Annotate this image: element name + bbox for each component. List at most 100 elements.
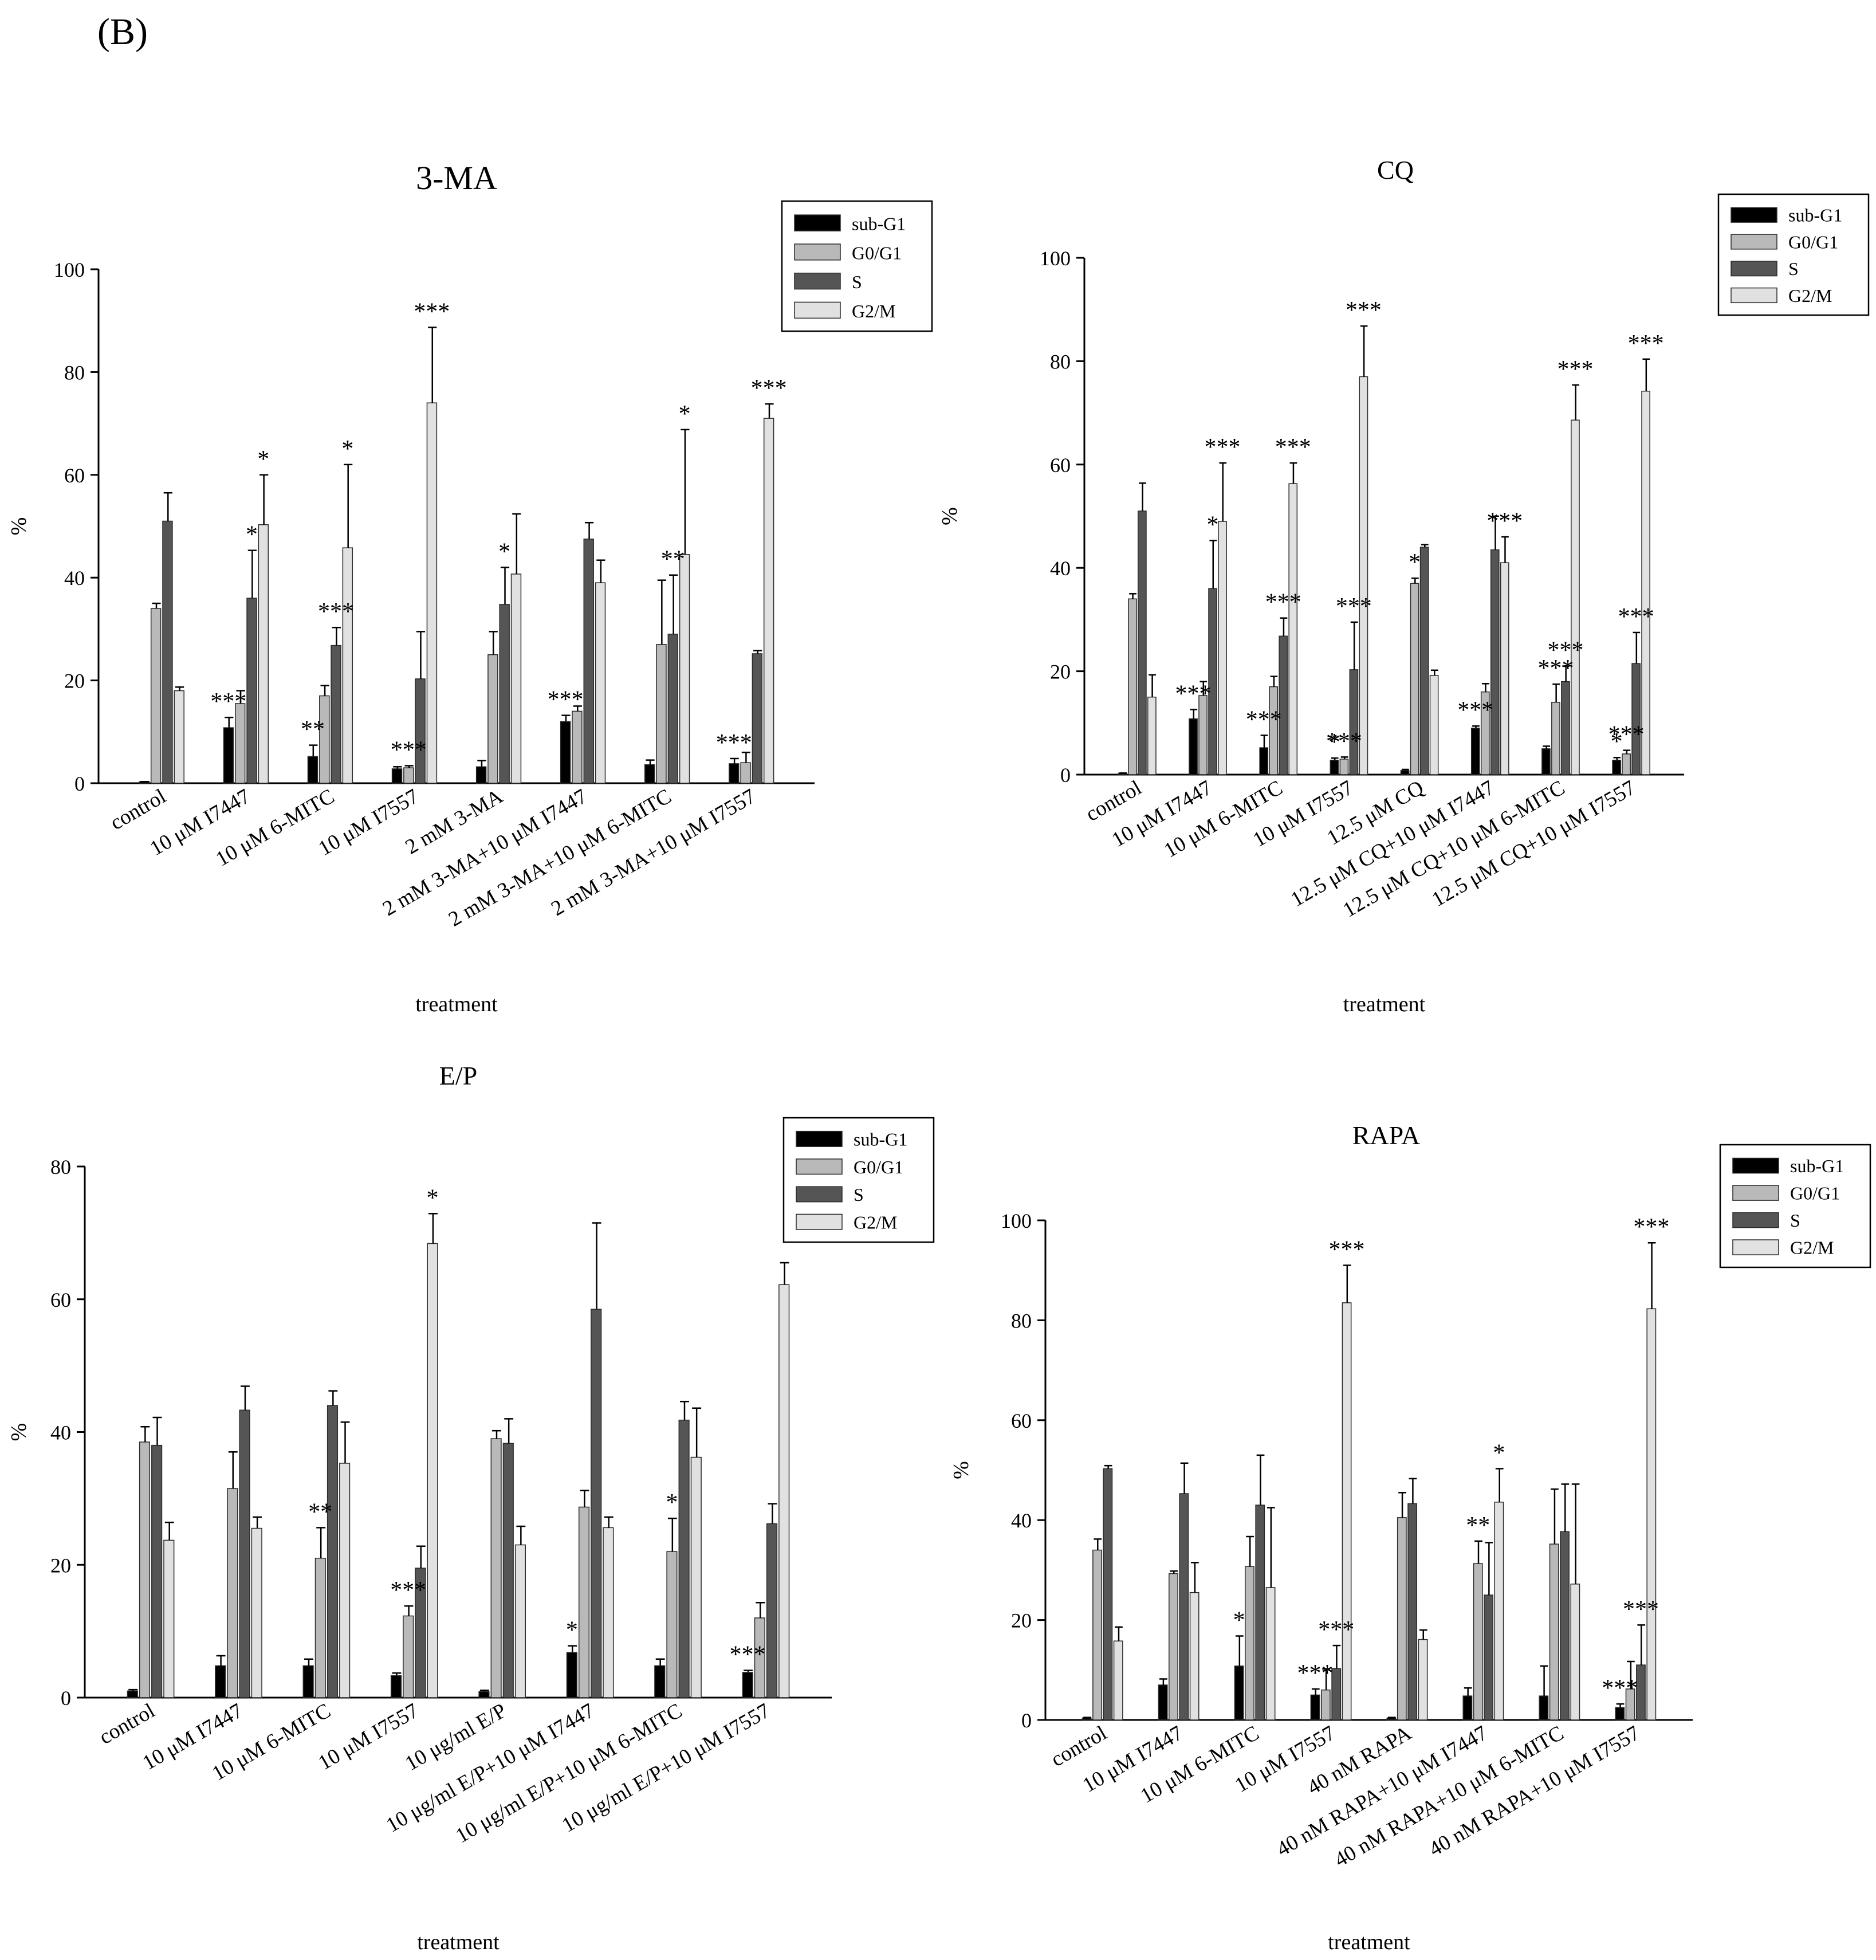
y-tick-label: 20 [64, 670, 85, 693]
legend-swatch [794, 301, 841, 319]
y-tick-label: 20 [50, 1554, 71, 1577]
significance-mark: ** [301, 717, 325, 743]
bar-s [499, 604, 510, 784]
bar-s [766, 1523, 778, 1698]
bar-sub-g1 [560, 721, 571, 784]
bar-g0-g1 [1245, 1566, 1254, 1721]
significance-mark: * [341, 436, 353, 462]
bar-sub-g1 [127, 1690, 138, 1698]
bar-s [1349, 669, 1359, 775]
y-axis-label: % [949, 1461, 973, 1479]
significance-mark: ** [308, 1499, 332, 1525]
bar-g0-g1 [1128, 598, 1137, 775]
significance-mark: * [427, 1185, 439, 1211]
y-tick-label: 60 [1050, 454, 1071, 477]
bar-g2-m [514, 1544, 526, 1698]
significance-mark: * [1328, 729, 1340, 756]
significance-mark: *** [414, 298, 450, 325]
bar-g2-m [1641, 390, 1650, 775]
y-axis-label: % [938, 507, 962, 525]
bar-g2-m [1342, 1302, 1352, 1721]
y-tick-label: 40 [50, 1421, 71, 1444]
legend-label: G0/G1 [1788, 231, 1838, 252]
bar-s [667, 634, 679, 784]
legend-label: S [1790, 1210, 1800, 1231]
significance-mark: * [498, 539, 510, 565]
bar-g2-m [1359, 376, 1368, 775]
bar-s [502, 1443, 514, 1698]
bar-g0-g1 [314, 1557, 326, 1698]
category-label: control [107, 784, 170, 835]
bar-sub-g1 [1400, 770, 1410, 775]
legend: sub-G1 G0/G1 S G2/M [782, 1117, 935, 1243]
significance-mark: *** [391, 737, 427, 764]
bar-sub-g1 [307, 756, 318, 784]
significance-mark: *** [548, 687, 584, 713]
legend-label: sub-G1 [852, 214, 906, 234]
chart-title: RAPA [1352, 1121, 1420, 1150]
bar-sub-g1 [478, 1691, 490, 1698]
bar-sub-g1 [475, 766, 487, 784]
category-label: control [95, 1699, 159, 1749]
y-tick-label: 0 [1021, 1709, 1032, 1732]
significance-mark: *** [390, 1577, 426, 1604]
legend-swatch [796, 1130, 843, 1147]
bar-s [246, 598, 257, 784]
bar-g0-g1 [572, 710, 583, 784]
legend-label: sub-G1 [854, 1129, 907, 1150]
legend-swatch [796, 1213, 843, 1230]
bar-s [162, 520, 173, 784]
bar-g2-m [510, 574, 522, 784]
bar-sub-g1 [1541, 748, 1551, 775]
significance-mark: *** [1318, 1617, 1354, 1643]
legend-swatch [794, 243, 841, 261]
legend-label: G0/G1 [854, 1157, 903, 1177]
chart-title: CQ [1377, 155, 1414, 184]
significance-mark: *** [1486, 508, 1523, 535]
bar-g0-g1 [403, 767, 414, 784]
category-label: 10 μM 6-MITC [1160, 776, 1287, 862]
y-tick-label: 0 [74, 772, 85, 795]
bar-sub-g1 [302, 1665, 314, 1698]
bar-g2-m [1147, 696, 1157, 775]
bar-sub-g1 [215, 1665, 226, 1698]
bar-g2-m [174, 690, 184, 784]
y-tick-label: 40 [64, 567, 85, 590]
bar-g2-m [426, 402, 438, 784]
bar-sub-g1 [742, 1672, 753, 1698]
bar-s [415, 678, 426, 784]
bar-sub-g1 [1330, 759, 1339, 775]
y-tick-label: 40 [1011, 1509, 1032, 1532]
bar-s [1419, 547, 1429, 775]
y-tick-label: 100 [1040, 247, 1071, 270]
bar-sub-g1 [1386, 1717, 1397, 1721]
y-tick-label: 20 [1050, 661, 1071, 684]
bar-g0-g1 [1473, 1563, 1483, 1721]
legend-swatch [1731, 207, 1777, 223]
bar-g2-m [1265, 1587, 1276, 1721]
y-tick-label: 80 [1050, 350, 1071, 373]
bar-s [752, 653, 763, 784]
legend-label: G2/M [854, 1212, 897, 1232]
bar-s [1255, 1505, 1265, 1721]
bar-g2-m [595, 582, 606, 784]
bar-sub-g1 [223, 727, 234, 784]
bar-sub-g1 [1259, 747, 1269, 775]
legend-swatch [1732, 1239, 1779, 1255]
bar-g2-m [690, 1456, 702, 1698]
bar-g2-m [1494, 1502, 1504, 1721]
legend-label: G2/M [852, 301, 895, 321]
bar-g0-g1 [139, 1441, 151, 1698]
legend: sub-G1 G0/G1 S G2/M [1719, 1144, 1871, 1268]
y-tick-label: 20 [1011, 1609, 1032, 1632]
bar-sub-g1 [1539, 1695, 1549, 1721]
bar-sub-g1 [1189, 718, 1198, 775]
bar-s [331, 645, 341, 784]
significance-mark: *** [751, 375, 787, 402]
bar-sub-g1 [1310, 1694, 1320, 1721]
legend-swatch [794, 272, 841, 290]
y-tick-label: 80 [50, 1156, 71, 1179]
bar-g2-m [1646, 1308, 1657, 1721]
bar-g0-g1 [1549, 1543, 1559, 1721]
